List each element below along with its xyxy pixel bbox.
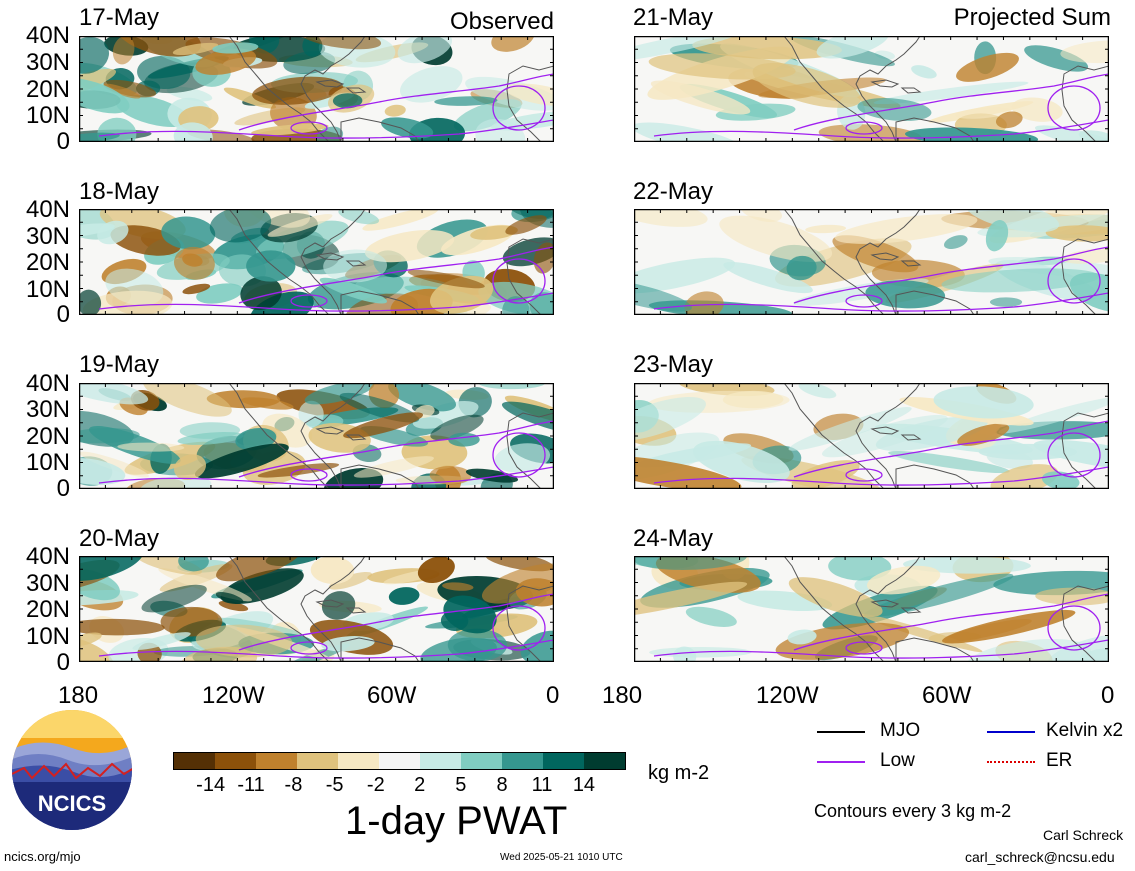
lon-label-0-right: 0 xyxy=(1101,682,1115,709)
observed-label: Observed xyxy=(449,8,554,35)
panel-date-24-may: 24-May xyxy=(633,525,714,552)
lon-label-120w-left: 120W xyxy=(202,682,265,709)
colorbar-swatch xyxy=(256,753,297,769)
lat-label: 20N xyxy=(25,423,70,450)
lat-label: 40N xyxy=(25,22,70,49)
lon-label-180-right: 180 xyxy=(602,682,643,709)
legend-mjo-line xyxy=(817,731,865,733)
legend-er-line xyxy=(987,761,1035,763)
lat-label: 30N xyxy=(25,396,70,423)
lat-label: 0 xyxy=(56,301,70,328)
logo-text: NCICS xyxy=(38,791,106,816)
lon-label-60w-left: 60W xyxy=(367,682,417,709)
legend-low-line xyxy=(817,761,865,763)
colorbar-tick-label: 5 xyxy=(455,774,467,796)
colorbar-tick-label: -11 xyxy=(237,774,265,796)
legend-er-label: ER xyxy=(1046,750,1073,771)
lat-label: 40N xyxy=(25,196,70,223)
colorbar-swatch xyxy=(379,753,420,769)
colorbar-swatch xyxy=(420,753,461,769)
colorbar-swatch xyxy=(502,753,543,769)
colorbar xyxy=(173,752,626,770)
colorbar-tick-label: -2 xyxy=(366,774,385,796)
colorbar-swatch xyxy=(174,753,215,769)
map-panel-17-may xyxy=(79,36,554,142)
colorbar-tick-label: 8 xyxy=(496,774,508,796)
lat-label: 30N xyxy=(25,49,70,76)
lat-label: 0 xyxy=(56,475,70,502)
colorbar-swatch xyxy=(543,753,584,769)
colorbar-swatch xyxy=(584,753,625,769)
footer-timestamp: Wed 2025-05-21 1010 UTC xyxy=(500,852,623,863)
footer-url: ncics.org/mjo xyxy=(4,849,81,864)
colorbar-swatch xyxy=(215,753,256,769)
panel-date-20-may: 20-May xyxy=(79,525,160,552)
panel-date-19-may: 19-May xyxy=(79,351,160,378)
contours-note: Contours every 3 kg m-2 xyxy=(814,801,1012,821)
colorbar-tick-label: -14 xyxy=(196,774,226,796)
map-panel-23-may xyxy=(634,383,1109,489)
projected-label: Projected Sum xyxy=(953,4,1111,31)
lat-label: 10N xyxy=(25,623,70,650)
panel-date-21-may: 21-May xyxy=(633,4,714,31)
legend-mjo-label: MJO xyxy=(880,720,921,741)
lon-label-0-left: 0 xyxy=(546,682,560,709)
lon-label-60w-right: 60W xyxy=(922,682,972,709)
footer-author: Carl Schreck xyxy=(1043,827,1124,843)
lat-label: 0 xyxy=(56,649,70,676)
panel-date-23-may: 23-May xyxy=(633,351,714,378)
map-panel-24-may xyxy=(634,556,1109,662)
colorbar-tick-label: -5 xyxy=(325,774,344,796)
colorbar-tick-label: -8 xyxy=(284,774,303,796)
map-panel-19-may xyxy=(79,383,554,489)
map-panel-18-may xyxy=(79,209,554,315)
lat-label: 20N xyxy=(25,596,70,623)
lon-label-120w-right: 120W xyxy=(756,682,819,709)
lat-label: 20N xyxy=(25,249,70,276)
ncics-logo: NCICS xyxy=(10,708,134,837)
lat-label: 30N xyxy=(25,223,70,250)
lat-label: 20N xyxy=(25,76,70,103)
panel-date-17-may: 17-May xyxy=(79,4,160,31)
lat-label: 10N xyxy=(25,449,70,476)
lat-label: 40N xyxy=(25,370,70,397)
lat-label: 30N xyxy=(25,570,70,597)
colorbar-tick-label: 14 xyxy=(572,774,596,796)
map-panel-21-may xyxy=(634,36,1109,142)
lat-label: 0 xyxy=(56,128,70,155)
footer-email: carl_schreck@ncsu.edu xyxy=(965,849,1115,865)
lat-label: 40N xyxy=(25,543,70,570)
main-title: 1-day PWAT xyxy=(345,799,568,843)
colorbar-swatch xyxy=(461,753,502,769)
lat-label: 10N xyxy=(25,276,70,303)
map-panel-22-may xyxy=(634,209,1109,315)
colorbar-swatch xyxy=(297,753,338,769)
panel-date-18-may: 18-May xyxy=(79,178,160,205)
lon-label-180-left: 180 xyxy=(58,682,99,709)
panel-date-22-may: 22-May xyxy=(633,178,714,205)
legend-kelvin-label: Kelvin x2 xyxy=(1046,720,1124,741)
lat-label: 10N xyxy=(25,102,70,129)
legend-kelvin-line xyxy=(987,731,1035,733)
colorbar-swatch xyxy=(338,753,379,769)
map-panel-20-may xyxy=(79,556,554,662)
colorbar-units: kg m-2 xyxy=(648,762,710,784)
colorbar-tick-label: 2 xyxy=(414,774,426,796)
colorbar-tick-label: 11 xyxy=(531,774,553,796)
legend-low-label: Low xyxy=(880,750,915,771)
